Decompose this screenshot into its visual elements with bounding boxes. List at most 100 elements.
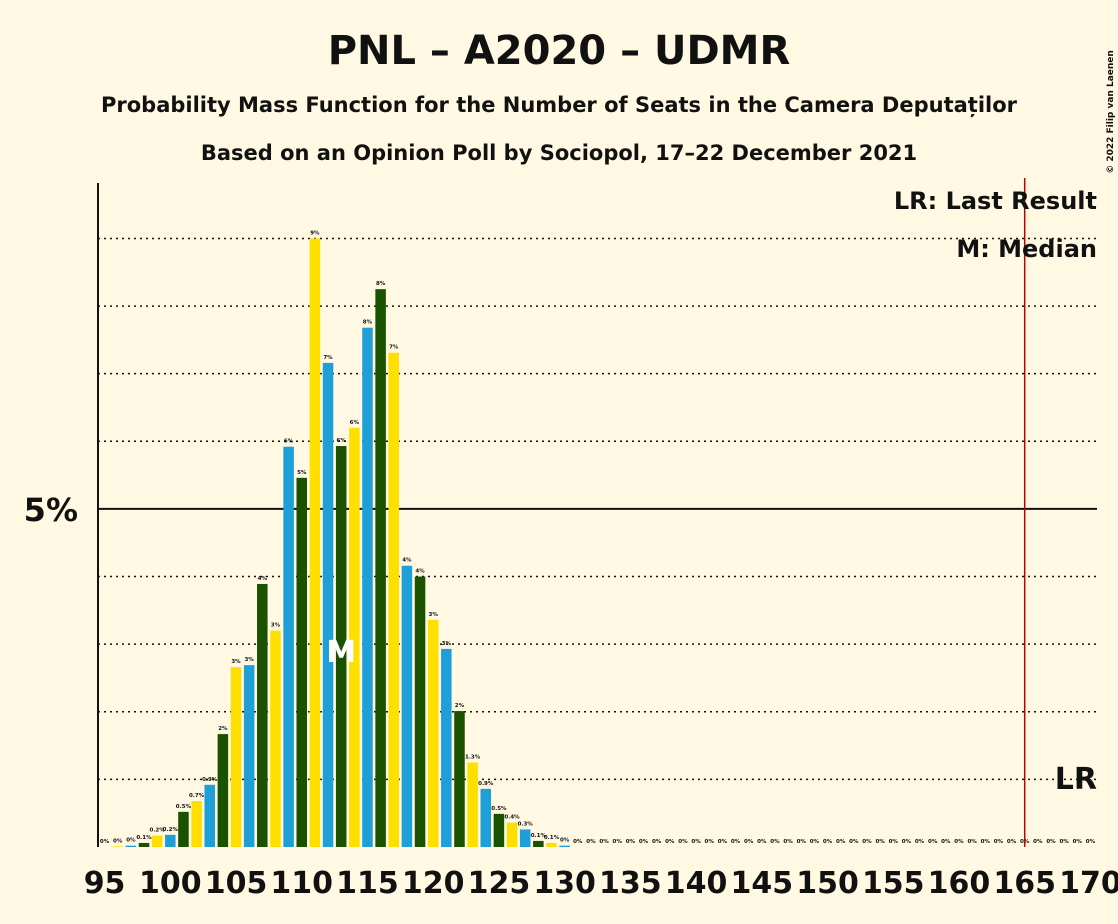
bar <box>349 427 360 847</box>
value-label: 0% <box>613 839 623 845</box>
value-label: 1.3% <box>465 754 481 760</box>
value-label: 0% <box>665 839 675 845</box>
bar <box>362 327 373 847</box>
value-label: 0.3% <box>518 821 534 827</box>
x-tick-label: 120 <box>402 866 465 901</box>
x-tick-label: 125 <box>468 866 531 901</box>
value-label: 0% <box>836 839 846 845</box>
value-label: 0% <box>100 839 110 845</box>
bar <box>243 665 255 847</box>
copyright: © 2022 Filip van Laenen <box>1106 50 1116 174</box>
bar <box>533 840 544 847</box>
last-result-marker: LR <box>1055 762 1097 797</box>
value-label: 0% <box>928 839 938 845</box>
bar <box>322 362 334 847</box>
bar <box>335 446 347 847</box>
value-label: 0% <box>783 839 793 845</box>
value-label: 6% <box>284 439 294 445</box>
bar <box>178 811 189 847</box>
value-label: 0% <box>126 838 136 844</box>
value-label: 3% <box>429 612 439 618</box>
value-label: 2% <box>218 726 228 732</box>
value-label: 2% <box>455 703 465 709</box>
x-tick-label: 165 <box>993 866 1056 901</box>
value-label: 0% <box>1046 839 1056 845</box>
value-label: 0.2% <box>150 828 166 834</box>
value-label: 4% <box>258 576 268 582</box>
legend-entry: M: Median <box>956 235 1097 263</box>
value-label: 0% <box>797 839 807 845</box>
value-label: 0% <box>1007 839 1017 845</box>
x-tick-label: 150 <box>796 866 859 901</box>
x-tick-label: 160 <box>928 866 991 901</box>
value-label: 0% <box>1059 839 1069 845</box>
value-label: 0% <box>626 839 636 845</box>
value-label: 0% <box>691 839 701 845</box>
value-label: 0% <box>862 839 872 845</box>
bar <box>138 842 150 847</box>
value-label: 0.7% <box>189 793 205 799</box>
value-label: 3% <box>231 659 241 665</box>
bar <box>427 619 439 847</box>
value-label: 0% <box>915 839 925 845</box>
value-label: 0% <box>889 839 899 845</box>
x-tick-label: 110 <box>270 866 333 901</box>
bar <box>441 648 452 847</box>
bar <box>493 813 505 847</box>
value-label: 0% <box>1033 839 1043 845</box>
value-label: 0% <box>967 839 977 845</box>
value-label: 0.1% <box>531 833 547 839</box>
legend-entry: LR: Last Result <box>894 187 1097 215</box>
value-label: 0% <box>599 839 609 845</box>
value-label: 3% <box>244 657 254 663</box>
bar <box>296 477 308 847</box>
chart-title: PNL – A2020 – UDMR <box>328 28 791 74</box>
value-label: 6% <box>337 438 347 444</box>
bar <box>204 784 215 847</box>
x-tick-label: 115 <box>336 866 399 901</box>
value-label: 0% <box>586 839 596 845</box>
value-label: 0% <box>652 839 662 845</box>
chart-subtitle: Probability Mass Function for the Number… <box>101 93 1018 118</box>
value-label: 0% <box>981 839 991 845</box>
value-label: 6% <box>350 420 360 426</box>
value-label: 4% <box>402 558 412 564</box>
x-tick-label: 170 <box>1059 866 1118 901</box>
value-label: 0.2% <box>163 827 179 833</box>
value-label: 0% <box>994 839 1004 845</box>
x-tick-label: 105 <box>205 866 268 901</box>
value-label: 0% <box>113 838 123 844</box>
bar <box>401 565 413 847</box>
x-tick-label: 145 <box>730 866 793 901</box>
value-label: 0% <box>1086 839 1096 845</box>
x-tick-label: 100 <box>139 866 202 901</box>
value-label: 0% <box>902 839 912 845</box>
value-label: 0% <box>770 839 780 845</box>
value-label: 4% <box>415 569 425 575</box>
bar <box>217 734 229 847</box>
bar <box>375 289 386 847</box>
bar <box>388 352 400 847</box>
bar <box>467 762 478 847</box>
value-label: 0.9% <box>478 781 494 787</box>
value-label: 3% <box>271 623 281 629</box>
value-label: 0% <box>573 839 583 845</box>
value-label: 0% <box>639 839 649 845</box>
value-label: 0.1% <box>136 835 152 841</box>
chart-subtitle: Based on an Opinion Poll by Sociopol, 17… <box>201 141 917 165</box>
value-label: 8% <box>363 320 373 326</box>
x-tick-label: 135 <box>599 866 662 901</box>
value-label: 0.1% <box>544 835 560 841</box>
bar <box>309 238 321 847</box>
x-tick-label: 95 <box>84 866 126 901</box>
bar <box>480 788 492 847</box>
bar <box>559 845 570 847</box>
value-label: 0% <box>718 839 728 845</box>
value-label: 0% <box>941 839 951 845</box>
value-label: 8% <box>376 281 386 287</box>
bar <box>112 846 123 847</box>
value-label: 0.5% <box>176 804 192 810</box>
bar <box>414 576 426 847</box>
y-tick-label: 5% <box>24 491 78 529</box>
